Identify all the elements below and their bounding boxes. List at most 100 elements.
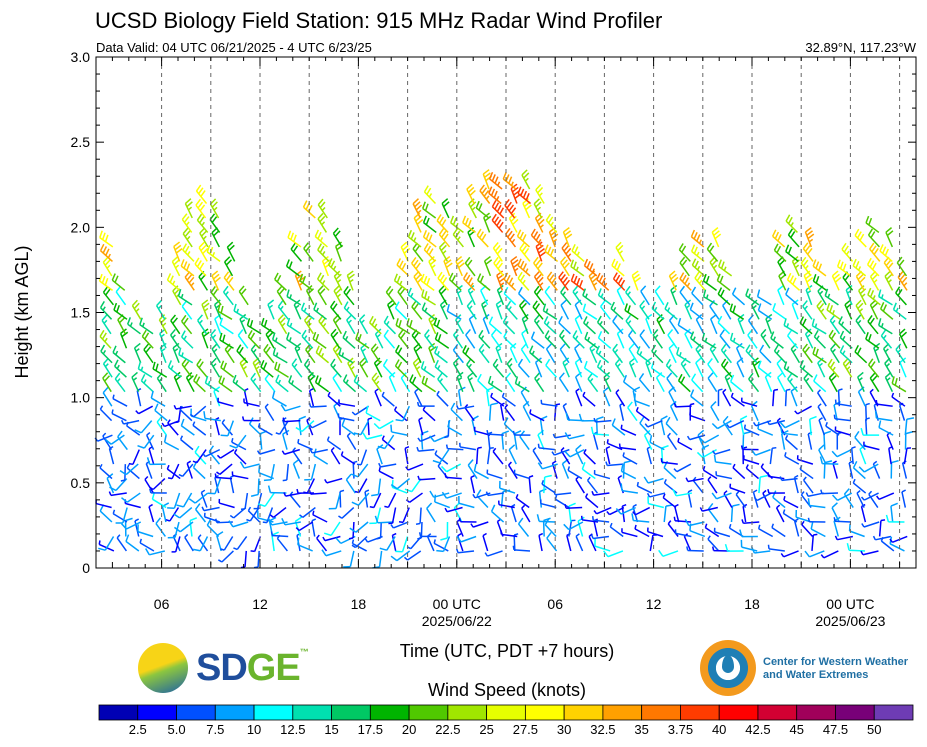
- wind-barb: [479, 184, 491, 204]
- wind-barb: [354, 478, 368, 494]
- colorbar-swatch: [796, 704, 836, 721]
- wind-barb: [286, 317, 302, 335]
- wind-barb: [740, 539, 758, 552]
- wind-barb: [612, 314, 624, 335]
- colorbar-label: 17.5: [358, 722, 383, 737]
- wind-barb: [535, 183, 545, 204]
- wind-barb: [605, 445, 611, 465]
- wind-barb: [476, 228, 489, 248]
- wind-barb: [865, 402, 870, 421]
- wind-barb: [330, 358, 342, 378]
- wind-barb: [649, 435, 665, 451]
- wind-barb: [673, 402, 692, 408]
- wind-barb: [101, 314, 112, 335]
- wind-barb: [542, 303, 558, 320]
- wind-barb: [223, 256, 234, 277]
- wind-barb: [341, 418, 356, 436]
- wind-barb: [434, 494, 451, 509]
- wind-barb: [570, 259, 585, 277]
- wind-barb: [176, 492, 193, 508]
- wind-barb: [428, 256, 437, 277]
- wind-barb: [690, 389, 704, 407]
- wind-barb: [516, 229, 531, 248]
- wind-barb: [640, 285, 650, 306]
- wind-barb: [369, 492, 382, 509]
- wind-barb: [237, 329, 249, 349]
- wind-barb: [338, 347, 354, 364]
- wind-barb: [771, 523, 786, 538]
- wind-barb: [478, 329, 491, 349]
- wind-barb: [233, 536, 248, 551]
- wind-barb: [394, 301, 408, 320]
- wind-barb: [729, 332, 745, 349]
- wind-barb: [179, 435, 194, 451]
- wind-barb: [468, 198, 477, 219]
- wind-barb: [639, 329, 651, 349]
- wind-barb: [421, 289, 436, 306]
- wind-barb: [209, 198, 220, 219]
- wind-barb: [582, 303, 598, 320]
- wind-barb: [351, 405, 370, 416]
- wind-barb: [407, 287, 422, 306]
- colorbar-swatch: [408, 704, 449, 721]
- wind-barb: [834, 426, 851, 436]
- wind-barb: [785, 287, 799, 306]
- wind-barb: [416, 401, 435, 407]
- wind-barb: [679, 256, 690, 277]
- wind-barb: [433, 539, 449, 552]
- wind-barb: [873, 342, 881, 364]
- wind-barb: [286, 289, 302, 306]
- wind-barb: [231, 471, 249, 480]
- chart-title: UCSD Biology Field Station: 915 MHz Rada…: [95, 8, 662, 33]
- wind-barb: [198, 241, 209, 262]
- x-tick-label: 12: [252, 596, 268, 612]
- wind-barb: [773, 344, 787, 364]
- wind-barb: [627, 401, 638, 422]
- wind-barb: [759, 344, 772, 364]
- wind-barb: [218, 375, 233, 393]
- wind-barb: [513, 430, 522, 450]
- wind-barb: [219, 332, 234, 349]
- wind-barb: [544, 330, 557, 349]
- wind-barb: [831, 502, 840, 523]
- colorbar-swatch: [369, 704, 410, 721]
- wind-barb: [818, 444, 827, 465]
- wind-barb: [898, 328, 908, 349]
- wind-barb: [326, 436, 342, 451]
- wind-barb: [334, 241, 344, 262]
- x-tick-label: 18: [351, 596, 367, 612]
- wind-barb: [620, 464, 637, 480]
- wind-barb: [904, 417, 915, 436]
- wind-barb: [99, 243, 113, 262]
- wind-barb: [865, 215, 880, 234]
- x-tick-label: 06: [547, 596, 563, 612]
- wind-barb: [779, 419, 800, 429]
- wind-barb: [655, 371, 665, 393]
- colorbar-label: 35: [634, 722, 648, 737]
- wind-barb: [885, 514, 905, 523]
- wind-barb: [186, 460, 193, 479]
- wind-barb: [267, 485, 287, 494]
- wind-barb: [508, 444, 517, 465]
- wind-barb: [112, 509, 128, 523]
- wind-barb: [804, 328, 814, 349]
- wind-barb: [520, 386, 530, 407]
- wind-barb: [879, 244, 893, 262]
- cw3e-line-1: Center for Western Weather: [763, 656, 909, 668]
- wind-barb: [831, 448, 852, 458]
- wind-barb: [595, 345, 610, 364]
- wind-barb: [818, 417, 826, 436]
- colorbar-label: 5.0: [167, 722, 185, 737]
- wind-barb: [148, 503, 155, 523]
- wind-barb: [317, 198, 328, 219]
- wind-barb: [605, 461, 624, 467]
- wind-barb: [458, 517, 477, 523]
- wind-barb: [512, 430, 531, 436]
- wind-barb: [646, 492, 666, 498]
- wind-barb: [422, 405, 436, 422]
- wind-barb: [532, 300, 544, 320]
- wind-barb: [404, 478, 422, 493]
- wind-barb: [364, 489, 370, 508]
- wind-barb: [201, 299, 210, 320]
- wind-barb: [690, 229, 705, 248]
